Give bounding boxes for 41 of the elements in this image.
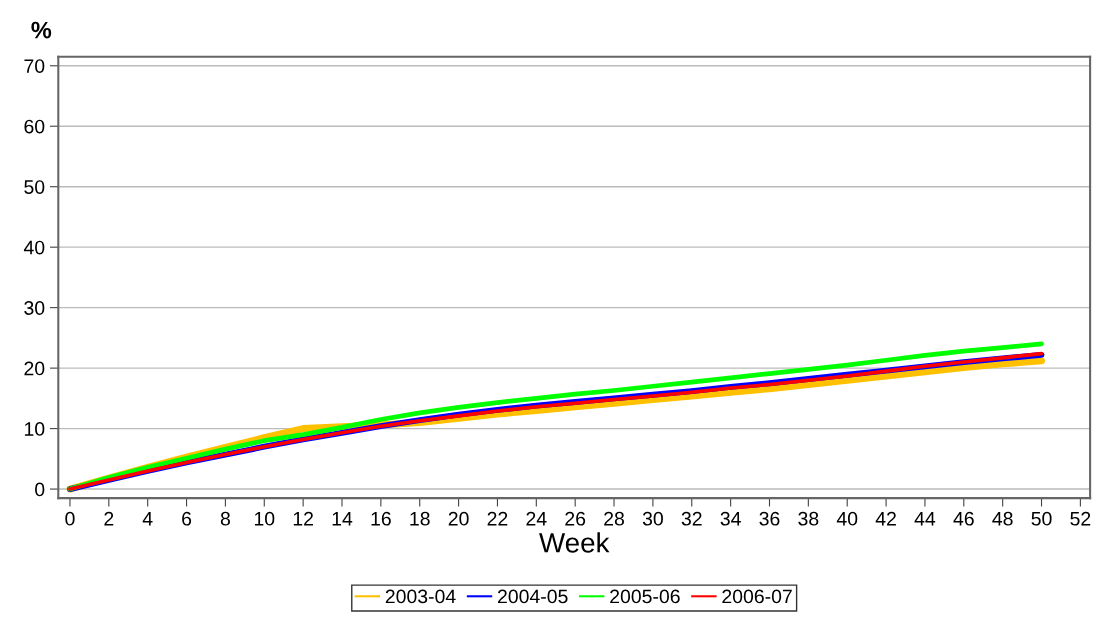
x-tick-label: 10 [254,511,275,526]
legend-label: 2004-05 [497,589,568,604]
x-tick-label: 48 [992,511,1013,526]
x-tick-label: 34 [720,511,741,526]
x-tick-label: 42 [875,511,896,526]
x-tick-label: 38 [798,511,819,526]
x-tick-label: 52 [1070,511,1091,526]
y-tick-label: 60 [24,119,45,134]
x-tick-label: 18 [410,511,430,526]
x-tick-label: 40 [836,511,858,526]
y-tick-label: 30 [24,301,45,315]
x-tick-label: 20 [448,511,469,526]
x-tick-label: 24 [526,511,547,526]
x-tick-label: 28 [604,511,624,526]
legend-label: 2005-06 [610,589,680,604]
x-tick-label: 46 [953,511,974,526]
x-tick-label: 36 [759,511,780,526]
y-tick-label: 40 [23,240,45,255]
x-tick-label: 8 [220,511,230,526]
x-tick-label: 44 [914,512,936,526]
y-tick-label: 50 [24,180,45,194]
x-tick-label: 30 [642,511,663,526]
x-tick-label: 0 [65,511,75,526]
x-tick-label: 12 [293,511,313,526]
x-tick-label: 6 [182,511,192,526]
y-tick-label: 0 [35,482,45,497]
x-tick-label: 4 [142,512,153,526]
legend-label: 2003-04 [385,589,456,604]
x-tick-label: 22 [487,511,508,526]
x-tick-label: 2 [104,511,114,526]
y-tick-label: 70 [24,59,45,73]
x-tick-label: 14 [332,512,353,526]
y-axis-title: % [31,21,52,39]
x-tick-label: 32 [681,511,702,526]
x-axis-title: Week [539,532,610,553]
x-tick-label: 26 [565,511,586,526]
y-tick-label: 10 [24,422,45,436]
legend-label: 2006-07 [722,589,792,604]
x-tick-label: 50 [1031,511,1052,526]
y-tick-label: 20 [24,361,45,376]
x-tick-label: 16 [371,511,391,526]
